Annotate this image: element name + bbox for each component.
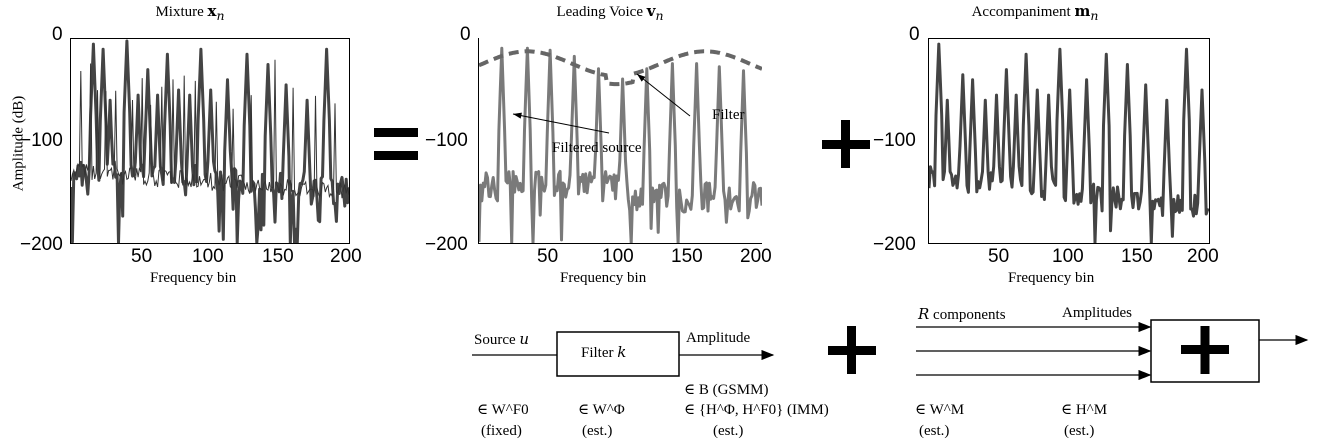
panel-title-mixture: Mixture xn [155,2,225,23]
y-tick-200: −200 [425,234,468,255]
x-tick-100: 100 [602,246,634,267]
spectrum-line [929,42,1209,243]
y-tick-100: −100 [20,130,63,151]
plot-mixture [70,38,350,244]
filter-label: Filter k [581,343,627,361]
y-tick-0: 0 [52,24,63,45]
equals-sign [374,128,418,162]
set-h-imm: ∈ {H^Φ, H^F0} (IMM) [684,402,829,418]
note-est: (est.) [919,423,950,439]
x-axis-label-2: Frequency bin [560,270,647,286]
panel-title-accompaniment: Accompaniment mn [971,2,1099,23]
y-tick-0: 0 [909,24,920,45]
x-tick-200: 200 [330,246,362,267]
x-tick-50: 50 [537,246,559,267]
components-label: R components [918,305,1006,323]
x-tick-100: 100 [1052,246,1084,267]
filter-envelope [479,49,762,87]
y-tick-0: 0 [460,24,471,45]
mixture-spectrum [71,39,349,243]
panel-title-leading-voice: Leading Voice vn [556,2,664,23]
annotation-filter: Filter [712,107,745,123]
amplitudes-label: Amplitudes [1062,305,1132,321]
x-tick-50: 50 [131,246,153,267]
set-w-m: ∈ W^M [915,402,965,418]
x-tick-50: 50 [988,246,1010,267]
x-tick-150: 150 [1121,246,1153,267]
x-tick-100: 100 [192,246,224,267]
y-tick-100: −100 [425,130,468,151]
y-tick-100: −100 [873,130,916,151]
set-w-phi: ∈ W^Φ [578,402,625,418]
note-est: (est.) [1064,423,1095,439]
x-tick-150: 150 [262,246,294,267]
y-tick-200: −200 [20,234,63,255]
note-est: (est.) [582,423,613,439]
set-w-f0: ∈ W^F0 [477,402,529,418]
plus-sign [828,326,876,374]
x-tick-200: 200 [740,246,772,267]
set-b-gsmm: ∈ B (GSMM) [684,382,769,398]
leading-voice-spectrum [479,46,762,243]
annotation-filtered-source: Filtered source [552,140,642,156]
spectrum-line [71,39,349,243]
filter-box [556,331,680,377]
plot-accompaniment [928,38,1210,244]
annotation-arrowhead [637,74,646,82]
source-label: Source u [474,330,530,348]
plot-leading-voice [478,38,762,244]
note-fixed: (fixed) [481,423,522,439]
spectrum-line [479,46,762,243]
annotation-arrow [636,73,691,117]
note-est: (est.) [713,423,744,439]
accompaniment-spectrum [929,42,1209,243]
plus-sign [822,120,870,168]
annotation-arrowhead [513,112,522,119]
set-h-m: ∈ H^M [1061,402,1108,418]
annotation-arrow [512,113,610,134]
amplitude-label: Amplitude [686,330,751,346]
x-axis-label-1: Frequency bin [150,270,237,286]
x-tick-200: 200 [1187,246,1219,267]
x-tick-150: 150 [671,246,703,267]
x-axis-label-3: Frequency bin [1008,270,1095,286]
spectrum-thin-line [71,59,349,199]
y-tick-200: −200 [873,234,916,255]
